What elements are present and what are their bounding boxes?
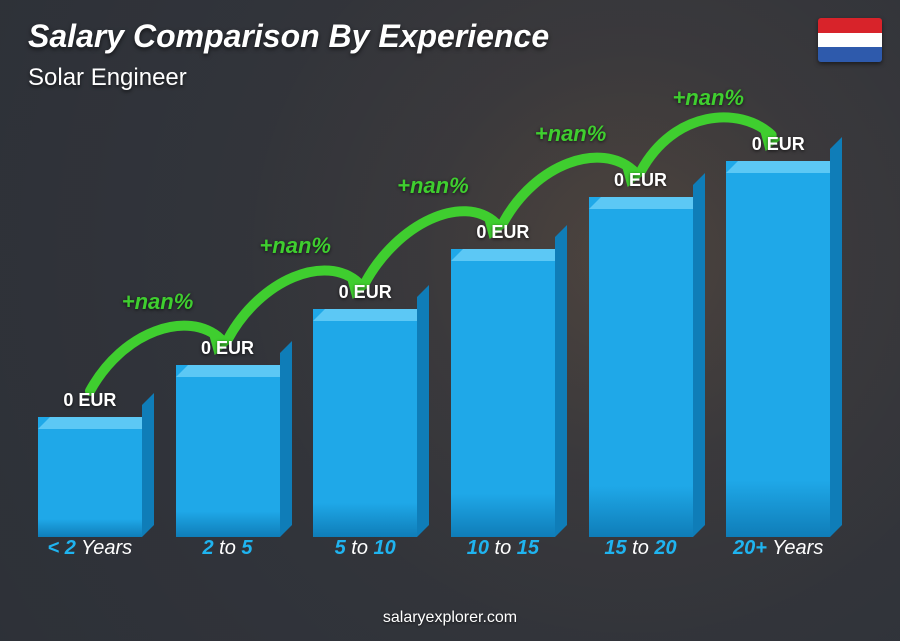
bar-side [142,393,154,537]
bar-face [176,365,280,537]
bar-column: 0 EUR [441,222,565,537]
bar-top [726,161,842,173]
infographic-stage: Salary Comparison By Experience Solar En… [0,0,900,641]
category-label: 10 to 15 [441,537,565,571]
bar-value-label: 0 EUR [339,282,392,303]
bar-column: 0 EUR [579,170,703,537]
bar-3d [579,197,703,537]
bars-container: 0 EUR 0 EUR 0 EUR 0 EUR 0 EUR 0 EUR [28,110,840,537]
bar-3d [716,161,840,537]
bar-face [313,309,417,537]
bar-3d [303,309,427,537]
category-label: 2 to 5 [166,537,290,571]
categories-container: < 2 Years 2 to 5 5 to 10 10 to 15 15 to 20 20… [28,537,840,571]
page-subtitle: Solar Engineer [28,64,187,92]
flag-stripe-bot [818,47,882,62]
flag-stripe-mid [818,33,882,48]
bar-top [176,365,292,377]
bar-value-label: 0 EUR [201,338,254,359]
bar-face [589,197,693,537]
bar-value-label: 0 EUR [63,390,116,411]
flag-stripe-top [818,18,882,33]
page-title: Salary Comparison By Experience [28,18,549,55]
footer-attribution: salaryexplorer.com [0,609,900,627]
bar-top [451,249,567,261]
bar-3d [441,249,565,537]
bar-column: 0 EUR [716,134,840,537]
bar-3d [166,365,290,537]
bar-side [555,225,567,537]
bar-value-label: 0 EUR [752,134,805,155]
delta-label: +nan% [672,85,744,111]
bar-column: 0 EUR [28,390,152,537]
bar-chart: +nan%+nan%+nan%+nan%+nan% 0 EUR0 EUR0 EU… [28,110,840,571]
bar-top [38,417,154,429]
bar-face [38,417,142,537]
bar-value-label: 0 EUR [476,222,529,243]
bar-face [726,161,830,537]
category-label: < 2 Years [28,537,152,571]
bar-value-label: 0 EUR [614,170,667,191]
category-label: 5 to 10 [303,537,427,571]
bar-side [417,285,429,537]
bar-column: 0 EUR [166,338,290,537]
bar-top [589,197,705,209]
bar-top [313,309,429,321]
bar-3d [28,417,152,537]
category-label: 15 to 20 [579,537,703,571]
bar-side [693,173,705,537]
bar-face [451,249,555,537]
category-label: 20+ Years [716,537,840,571]
bar-side [280,341,292,537]
bar-side [830,137,842,537]
bar-column: 0 EUR [303,282,427,537]
country-flag [818,18,882,62]
